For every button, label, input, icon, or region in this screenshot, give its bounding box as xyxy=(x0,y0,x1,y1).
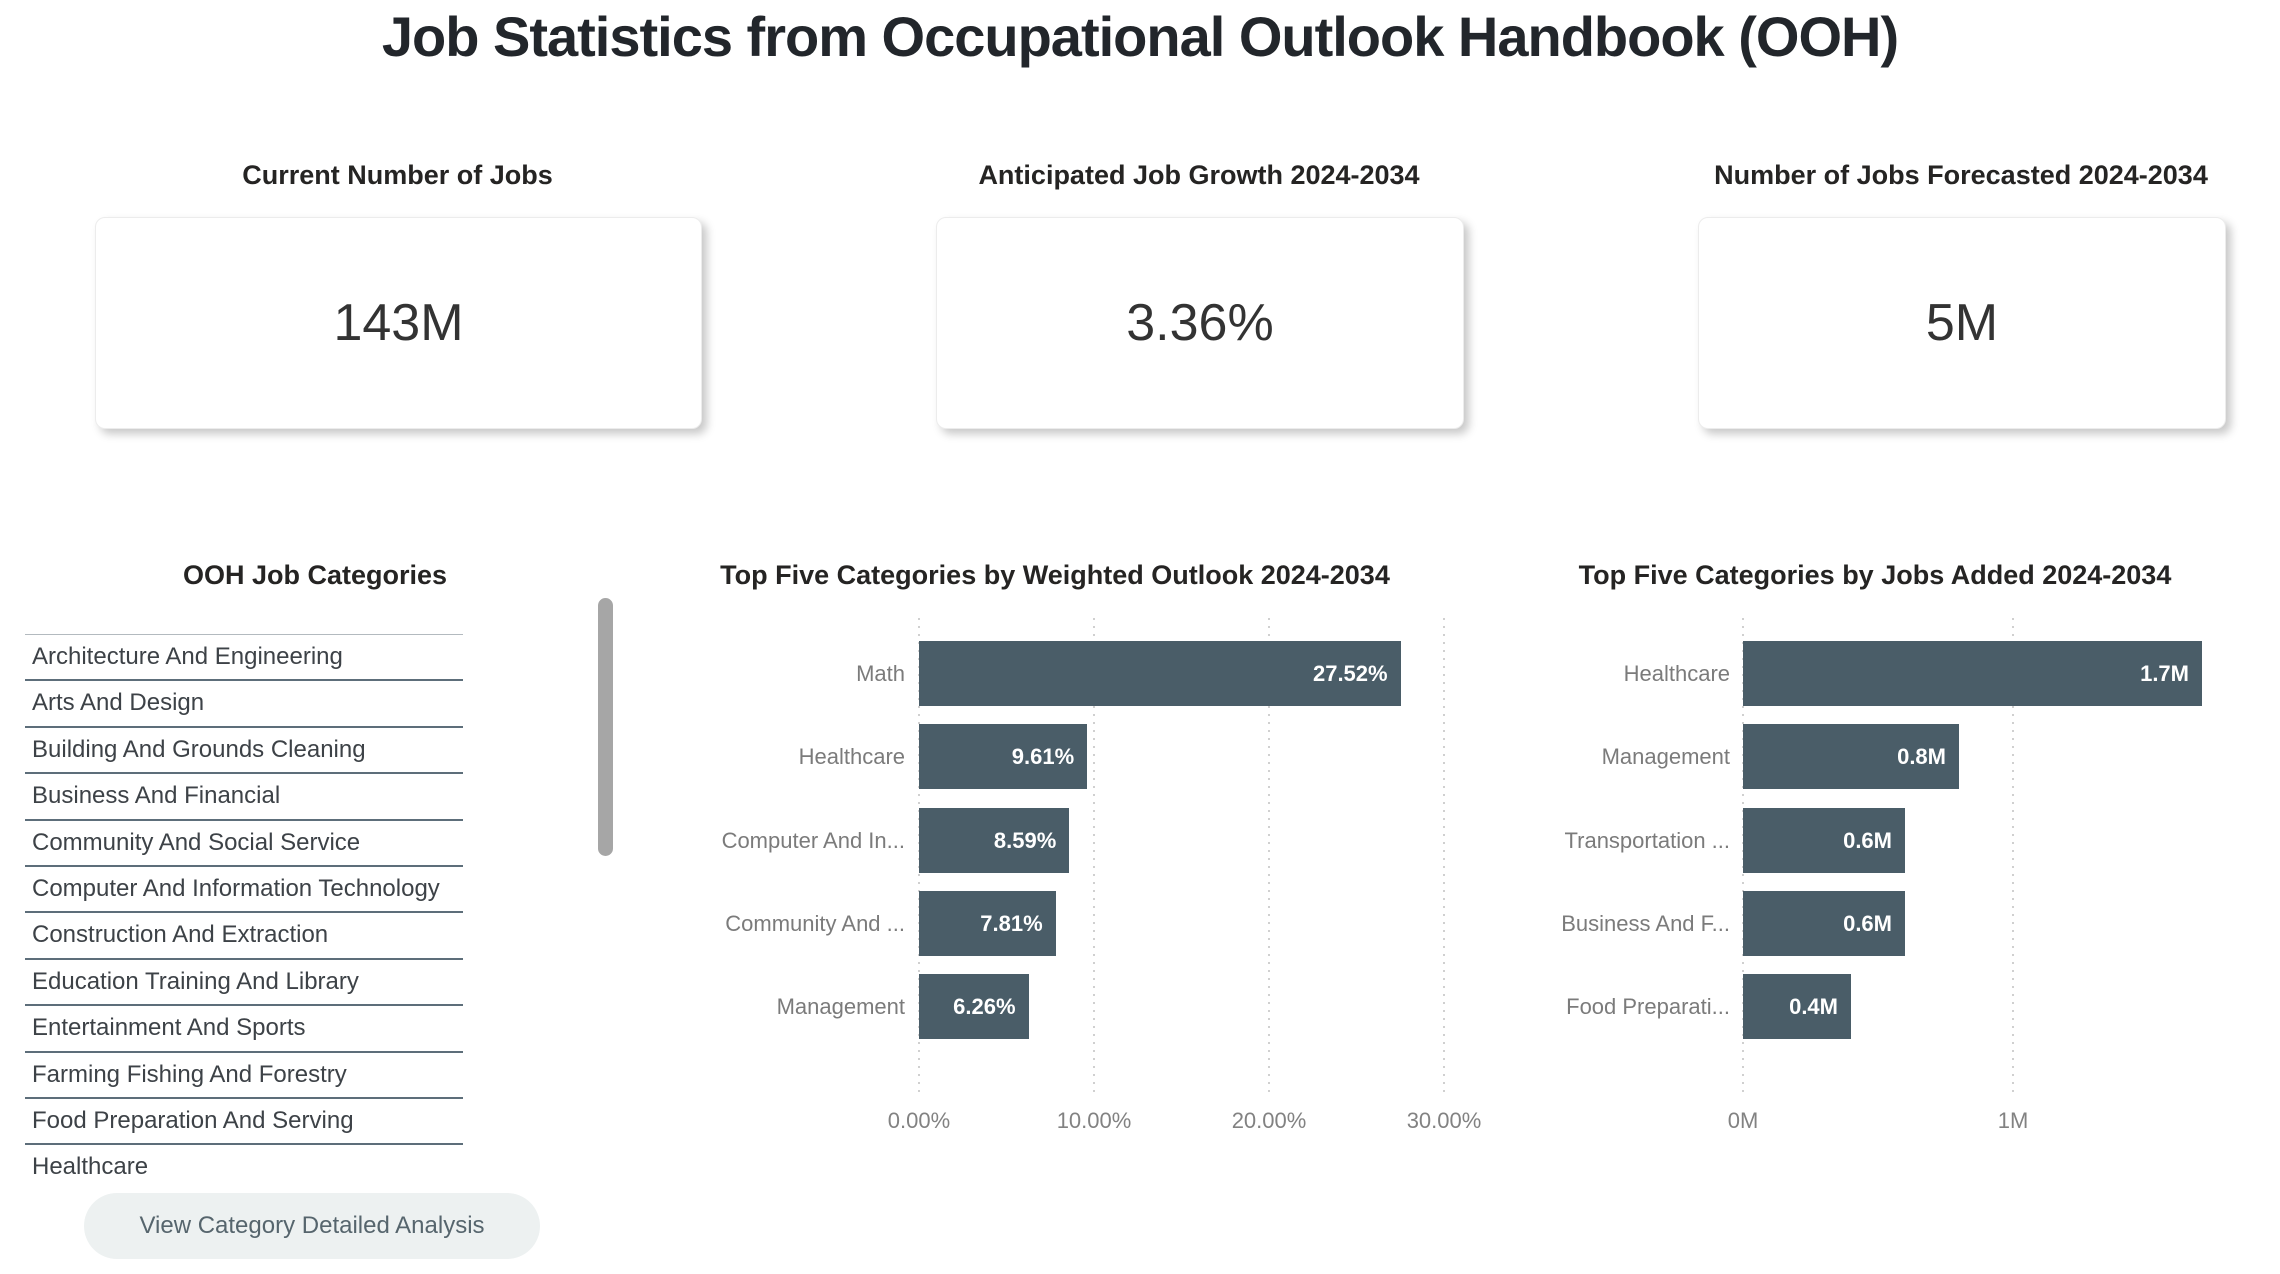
x-axis-tick-label: 30.00% xyxy=(1406,1108,1482,1133)
category-list-item[interactable]: Business And Financial xyxy=(25,774,463,821)
kpi-label-jobs-forecasted: Number of Jobs Forecasted 2024-2034 xyxy=(1714,160,2208,190)
category-list-item[interactable]: Building And Grounds Cleaning xyxy=(25,728,463,775)
chart-bar[interactable]: 0.6M xyxy=(1743,890,1905,956)
gridline xyxy=(1093,618,1095,1096)
kpi-value-job-growth: 3.36% xyxy=(1126,294,1274,352)
kpi-card-jobs-forecasted: 5M xyxy=(1698,217,2226,429)
chart-title-jobs-added: Top Five Categories by Jobs Added 2024-2… xyxy=(1578,560,2172,590)
category-list-item[interactable]: Construction And Extraction xyxy=(25,913,463,960)
bar-value-label: 0.8M xyxy=(1897,744,1946,770)
gridline xyxy=(1268,618,1270,1096)
chart-bar[interactable]: 1.7M xyxy=(1743,641,2202,706)
page-title: Job Statistics from Occupational Outlook… xyxy=(381,5,1899,68)
bar-value-label: 1.7M xyxy=(2140,661,2189,686)
x-axis-tick-label: 0M xyxy=(1727,1108,1759,1133)
category-axis-label: Healthcare xyxy=(1623,661,1730,686)
category-axis-label: Math xyxy=(856,661,905,686)
kpi-card-job-growth: 3.36% xyxy=(936,217,1464,429)
category-list-item[interactable]: Arts And Design xyxy=(25,681,463,728)
category-list-item[interactable]: Entertainment And Sports xyxy=(25,1006,463,1053)
chart-bar[interactable]: 9.61% xyxy=(919,724,1088,790)
category-axis-label: Community And ... xyxy=(725,910,905,936)
category-axis-label: Business And F... xyxy=(1561,910,1730,936)
categories-panel-title: OOH Job Categories xyxy=(182,560,448,590)
kpi-label-job-growth: Anticipated Job Growth 2024-2034 xyxy=(978,160,1420,190)
bar-value-label: 0.6M xyxy=(1843,827,1892,853)
chart-bar[interactable]: 6.26% xyxy=(919,974,1029,1039)
category-list-item[interactable]: Food Preparation And Serving xyxy=(25,1099,463,1146)
x-axis-tick-label: 20.00% xyxy=(1231,1108,1307,1133)
gridline xyxy=(2012,618,2014,1096)
category-axis-label: Management xyxy=(776,994,905,1019)
chart-bar[interactable]: 0.4M xyxy=(1743,974,1851,1039)
gridline xyxy=(1443,618,1445,1096)
kpi-value-current-jobs: 143M xyxy=(333,294,464,352)
category-list-item[interactable]: Healthcare xyxy=(32,1153,149,1181)
bar-value-label: 6.26% xyxy=(953,994,1016,1019)
category-axis-label: Management xyxy=(1601,744,1730,770)
chart-bar[interactable]: 27.52% xyxy=(919,641,1401,706)
bar-value-label: 9.61% xyxy=(1011,744,1075,770)
chart-bar[interactable]: 0.8M xyxy=(1743,724,1959,790)
x-axis-tick-label: 0.00% xyxy=(887,1108,951,1133)
category-list-item[interactable]: Community And Social Service xyxy=(25,821,463,867)
chart-title-weighted-outlook: Top Five Categories by Weighted Outlook … xyxy=(720,560,1390,590)
kpi-label-current-jobs: Current Number of Jobs xyxy=(242,160,553,190)
chart-bar[interactable]: 0.6M xyxy=(1743,807,1905,873)
category-list-item[interactable]: Architecture And Engineering xyxy=(25,635,463,682)
category-list-scrollbar[interactable] xyxy=(598,598,613,856)
x-axis-tick-label: 10.00% xyxy=(1056,1108,1132,1133)
category-list-item[interactable]: Computer And Information Technology xyxy=(25,867,463,914)
bar-value-label: 8.59% xyxy=(993,827,1057,853)
category-list-item[interactable]: Education Training And Library xyxy=(25,960,463,1007)
category-axis-label: Computer And In... xyxy=(721,827,905,853)
bar-value-label: 7.81% xyxy=(980,910,1043,936)
kpi-card-current-jobs: 143M xyxy=(95,217,702,429)
bar-value-label: 0.6M xyxy=(1843,910,1892,936)
category-axis-label: Food Preparati... xyxy=(1566,994,1730,1019)
x-axis-tick-label: 1M xyxy=(1997,1108,2029,1133)
chart-bar[interactable]: 8.59% xyxy=(919,807,1070,873)
chart-bar[interactable]: 7.81% xyxy=(919,890,1056,956)
kpi-value-jobs-forecasted: 5M xyxy=(1925,294,1999,352)
category-axis-label: Healthcare xyxy=(798,744,905,770)
view-category-detailed-analysis-button[interactable]: View Category Detailed Analysis xyxy=(84,1193,540,1259)
category-axis-label: Transportation ... xyxy=(1564,827,1730,853)
bar-value-label: 27.52% xyxy=(1312,661,1388,686)
category-list-item[interactable]: Farming Fishing And Forestry xyxy=(25,1053,463,1099)
bar-value-label: 0.4M xyxy=(1789,994,1838,1019)
category-list: Architecture And Engineering Arts And Des… xyxy=(25,634,463,1192)
